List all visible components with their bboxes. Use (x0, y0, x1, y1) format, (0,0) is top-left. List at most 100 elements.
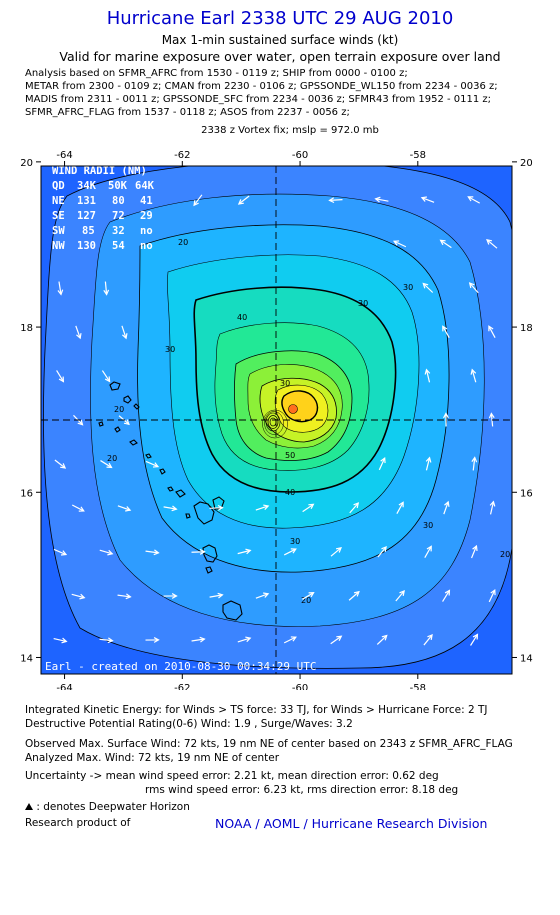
wind-radii-row-sw: SW 85 32 no (52, 225, 153, 237)
wind-radii-row-nw: NW 130 54 no (52, 240, 153, 252)
uncertainty-line: Uncertainty -> mean wind speed error: 2.… (25, 770, 439, 782)
wind-vector (121, 325, 128, 340)
lon-label-top: -64 (56, 150, 72, 161)
wind-vector (378, 456, 386, 471)
lon-label-bottom: -58 (410, 683, 426, 690)
noaa-aoml-hrd-link[interactable]: NOAA / AOML / Hurricane Research Divisio… (215, 816, 488, 831)
lon-label-top: -58 (410, 150, 426, 161)
wind-radii-row-se: SE 127 72 29 (52, 210, 153, 222)
wind-vector (117, 505, 132, 512)
wind-vector (424, 368, 431, 383)
island-outline (167, 486, 174, 492)
wind-vector (145, 460, 160, 468)
contour-label: 20 (301, 596, 311, 605)
lon-label-top: -60 (292, 150, 308, 161)
wind-vector (163, 505, 178, 512)
wind-vector (439, 239, 452, 249)
wind-vector (103, 281, 110, 296)
wind-vector (117, 593, 132, 600)
wind-speed-bands (43, 166, 512, 669)
lat-label-right: 14 (520, 653, 533, 664)
wind-vector (99, 637, 114, 644)
island-outline (98, 421, 104, 427)
wind-vector (443, 500, 450, 515)
analysis-line: Analysis based on SFMR_AFRC from 1530 - … (25, 68, 408, 79)
wind-vector (330, 635, 343, 645)
wind-vector (376, 634, 388, 645)
island-outline (123, 395, 132, 404)
wind-max-marker (288, 404, 298, 414)
svg-text:no: no (140, 225, 153, 237)
lat-label-left: 18 (20, 323, 33, 334)
lat-label-left: 14 (20, 653, 33, 664)
lon-label-bottom: -62 (174, 683, 190, 690)
wind-vector (56, 370, 65, 383)
svg-text:32: 32 (112, 225, 125, 237)
wind-vector (488, 588, 496, 603)
lon-label-top: -62 (174, 150, 190, 161)
wind-radii-header: QD 34K 50K 64K (52, 180, 155, 192)
wind-vector (237, 636, 252, 643)
wind-vector (71, 504, 85, 512)
lat-label-right: 18 (520, 323, 533, 334)
contour-label: 50 (285, 451, 295, 460)
wind-vector (488, 325, 496, 339)
svg-text:50K: 50K (108, 180, 128, 192)
island-outline (109, 381, 121, 391)
wind-vector (425, 456, 432, 471)
wind-vector (486, 239, 498, 249)
wind-vector (283, 636, 297, 644)
wind-vector (54, 459, 67, 469)
island-outline (114, 426, 121, 433)
wind-vector (348, 590, 360, 601)
wind-vector (99, 549, 114, 556)
island-outline (185, 513, 191, 519)
wind-vector (489, 500, 496, 515)
svg-text:NE: NE (52, 195, 65, 207)
wind-vector (330, 547, 342, 557)
svg-text:34K: 34K (77, 180, 97, 192)
map-title: Hurricane Earl 2338 UTC 29 AUG 2010 (106, 8, 454, 29)
wind-vector (237, 548, 252, 555)
svg-text:QD: QD (52, 180, 65, 192)
wind-vector (442, 589, 451, 602)
lon-label-bottom: -60 (292, 683, 308, 690)
plot-frame (40, 165, 513, 675)
svg-text:54: 54 (112, 240, 125, 252)
island-outline (205, 566, 213, 574)
wind-vector (75, 325, 82, 340)
analysis-line: METAR from 2300 - 0109 z; CMAN from 2230… (25, 81, 498, 92)
svg-text:72: 72 (112, 210, 125, 222)
wind-vector (193, 194, 203, 207)
wind-vector (396, 501, 404, 514)
validity-note: Valid for marine exposure over water, op… (59, 49, 501, 64)
wind-vector (191, 636, 206, 643)
contour-label: 20 (178, 238, 188, 247)
svg-text:80: 80 (112, 195, 125, 207)
wind-vector (283, 548, 297, 556)
svg-text:131: 131 (77, 195, 96, 207)
wind-vector (374, 196, 389, 203)
analysis-line: SFMR_AFRC_FLAG from 1537 - 0118 z; ASOS … (25, 107, 350, 118)
observed-max-line: Observed Max. Surface Wind: 72 kts, 19 n… (25, 738, 513, 750)
analysis-line: MADIS from 2311 - 0011 z; GPSSONDE_SFC f… (25, 94, 492, 105)
wind-vector (424, 545, 432, 558)
wind-vector (57, 281, 64, 296)
contour-label: 20 (500, 550, 510, 559)
svg-text:no: no (140, 240, 153, 252)
wind-vector (255, 504, 270, 511)
wind-vector (395, 590, 405, 602)
uncertainty-rms-line: rms wind speed error: 6.23 kt, rms direc… (145, 784, 459, 796)
wind-vector (470, 368, 477, 383)
contour-label: 20 (114, 405, 124, 414)
credit-line: Earl - created on 2010-08-30 00:34:29 UT… (45, 660, 317, 673)
deepwater-triangle-icon (25, 803, 33, 810)
wind-radii-row-ne: NE 131 80 41 (52, 195, 153, 207)
wind-vector (145, 549, 160, 556)
contour-labels: 20 20 20 30 30 30 30 40 40 50 30 20 20 3… (107, 238, 510, 605)
dpr-line: Destructive Potential Rating(0-6) Wind: … (25, 718, 353, 730)
wind-vector (470, 544, 478, 559)
axis-ticks: -64 -64 -62 -62 -60 -60 -58 -58 20 20 18 18 16 16 14 14 (20, 150, 532, 690)
map-subtitle: Max 1-min sustained surface winds (kt) (161, 33, 399, 47)
wind-field-map: 20 20 20 30 30 30 30 40 40 50 30 20 20 3… (20, 150, 532, 690)
